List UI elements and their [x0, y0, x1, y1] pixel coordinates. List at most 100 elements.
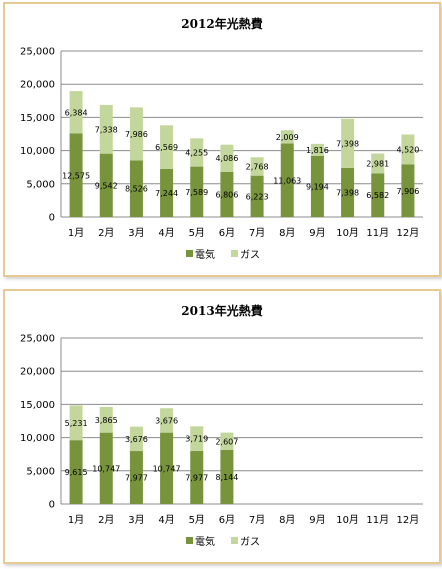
- data-label-electricity: 9,615: [65, 468, 88, 477]
- data-label-electricity: 7,906: [396, 187, 419, 196]
- data-label-gas: 4,255: [185, 148, 208, 157]
- bar-electricity: [190, 166, 204, 217]
- x-tick-label: 10月: [336, 514, 359, 526]
- bar-gas: [371, 153, 385, 174]
- bar-electricity: [250, 175, 264, 217]
- bar-gas: [99, 406, 113, 433]
- data-label-gas: 6,384: [65, 108, 88, 117]
- x-tick-label: 9月: [309, 227, 325, 239]
- y-tick-label: 25,000: [20, 334, 55, 345]
- bar-electricity: [69, 133, 83, 217]
- bar-gas: [160, 408, 174, 433]
- data-label-gas: 3,676: [125, 435, 148, 444]
- y-tick-label: 5,000: [26, 179, 55, 190]
- bar-electricity: [310, 155, 324, 217]
- bar-electricity: [341, 167, 355, 217]
- x-tick-label: 5月: [189, 514, 205, 526]
- bar-gas: [280, 130, 294, 144]
- data-label-gas: 2,768: [246, 162, 269, 171]
- chart-title: 2012年光熱費: [181, 16, 262, 31]
- data-label-gas: 1,816: [306, 146, 329, 155]
- bar-gas: [69, 405, 83, 441]
- y-tick-label: 0: [49, 213, 55, 224]
- chart-2013-panel: 2013年光熱費 0 5,000 10,000 15,000 20,000 25,000 5…: [3, 289, 441, 564]
- x-tick-label: 6月: [219, 514, 235, 526]
- data-label-gas: 4,086: [215, 154, 238, 163]
- x-tick-label: 3月: [128, 514, 144, 526]
- data-label-electricity: 8,144: [215, 473, 238, 482]
- data-label-gas: 3,676: [155, 416, 178, 425]
- data-label-electricity: 12,575: [62, 171, 90, 180]
- bar-electricity: [160, 432, 174, 504]
- y-tick-label: 10,000: [20, 146, 55, 157]
- x-tick-label: 9月: [309, 514, 325, 526]
- y-tick-label: 15,000: [20, 113, 55, 124]
- legend-label-electricity: 電気: [195, 248, 215, 261]
- chart-2013: 2013年光熱費 0 5,000 10,000 15,000 20,000 25,000 5…: [20, 303, 423, 548]
- x-tick-label: 10月: [336, 227, 359, 239]
- chart-2012: 2012年光熱費 0 5,000 10,000 15,000 20,000 25,000 6…: [20, 16, 423, 261]
- data-label-electricity: 7,977: [185, 474, 208, 483]
- x-tick-label: 3月: [128, 227, 144, 239]
- x-tick-label: 1月: [68, 227, 84, 239]
- legend-swatch-gas: [231, 537, 238, 544]
- y-tick-label: 5,000: [26, 466, 55, 477]
- bar-electricity: [280, 143, 294, 217]
- x-tick-label: 11月: [366, 227, 389, 239]
- y-tick-label: 20,000: [20, 367, 55, 378]
- data-label-electricity: 9,542: [95, 181, 118, 190]
- bar-gas: [310, 143, 324, 156]
- x-tick-label: 8月: [279, 227, 295, 239]
- x-tick-label: 2月: [98, 227, 114, 239]
- data-label-gas: 5,231: [65, 419, 88, 428]
- x-tick-label: 1月: [68, 514, 84, 526]
- bar-gas: [220, 432, 234, 450]
- legend-label-electricity: 電気: [195, 535, 215, 548]
- bar-electricity: [129, 160, 143, 217]
- data-label-gas: 6,569: [155, 143, 178, 152]
- data-label-gas: 3,865: [95, 416, 118, 425]
- y-tick-label: 20,000: [20, 80, 55, 91]
- data-label-electricity: 10,747: [153, 464, 181, 473]
- bar-electricity: [129, 451, 143, 504]
- y-tick-label: 25,000: [20, 47, 55, 58]
- bar-electricity: [99, 153, 113, 217]
- data-label-electricity: 6,582: [366, 191, 389, 200]
- x-tick-label: 7月: [249, 227, 265, 239]
- data-label-electricity: 11,063: [273, 176, 301, 185]
- data-label-gas: 2,981: [366, 159, 389, 168]
- bar-gas: [160, 125, 174, 169]
- y-tick-label: 15,000: [20, 400, 55, 411]
- bar-electricity: [220, 449, 234, 504]
- data-label-electricity: 8,526: [125, 185, 148, 194]
- y-tick-label: 0: [49, 500, 55, 511]
- data-label-electricity: 7,977: [125, 474, 148, 483]
- x-tick-label: 11月: [366, 514, 389, 526]
- chart-title: 2013年光熱費: [181, 303, 262, 318]
- data-label-gas: 3,719: [185, 435, 208, 444]
- legend-swatch-electricity: [186, 250, 193, 257]
- bar-gas: [99, 104, 113, 154]
- data-label-electricity: 6,223: [246, 192, 269, 201]
- bar-electricity: [190, 451, 204, 504]
- data-label-gas: 7,986: [125, 130, 148, 139]
- bar-electricity: [99, 432, 113, 504]
- data-label-electricity: 10,747: [92, 464, 120, 473]
- bar-gas: [129, 426, 143, 452]
- data-label-gas: 2,607: [215, 437, 238, 446]
- y-tick-label: 10,000: [20, 433, 55, 444]
- bar-gas: [220, 144, 234, 172]
- legend-label-gas: ガス: [240, 536, 260, 548]
- bar-electricity: [160, 168, 174, 217]
- x-tick-label: 5月: [189, 227, 205, 239]
- data-label-electricity: 9,194: [306, 182, 329, 191]
- bar-electricity: [220, 171, 234, 217]
- x-tick-label: 2月: [98, 514, 114, 526]
- bar-electricity: [371, 173, 385, 217]
- data-label-electricity: 6,806: [215, 190, 238, 199]
- bar-gas: [69, 91, 83, 134]
- data-label-gas: 7,338: [95, 125, 118, 134]
- data-label-electricity: 7,244: [155, 189, 178, 198]
- data-label-electricity: 7,398: [336, 188, 359, 197]
- x-tick-label: 12月: [397, 227, 420, 239]
